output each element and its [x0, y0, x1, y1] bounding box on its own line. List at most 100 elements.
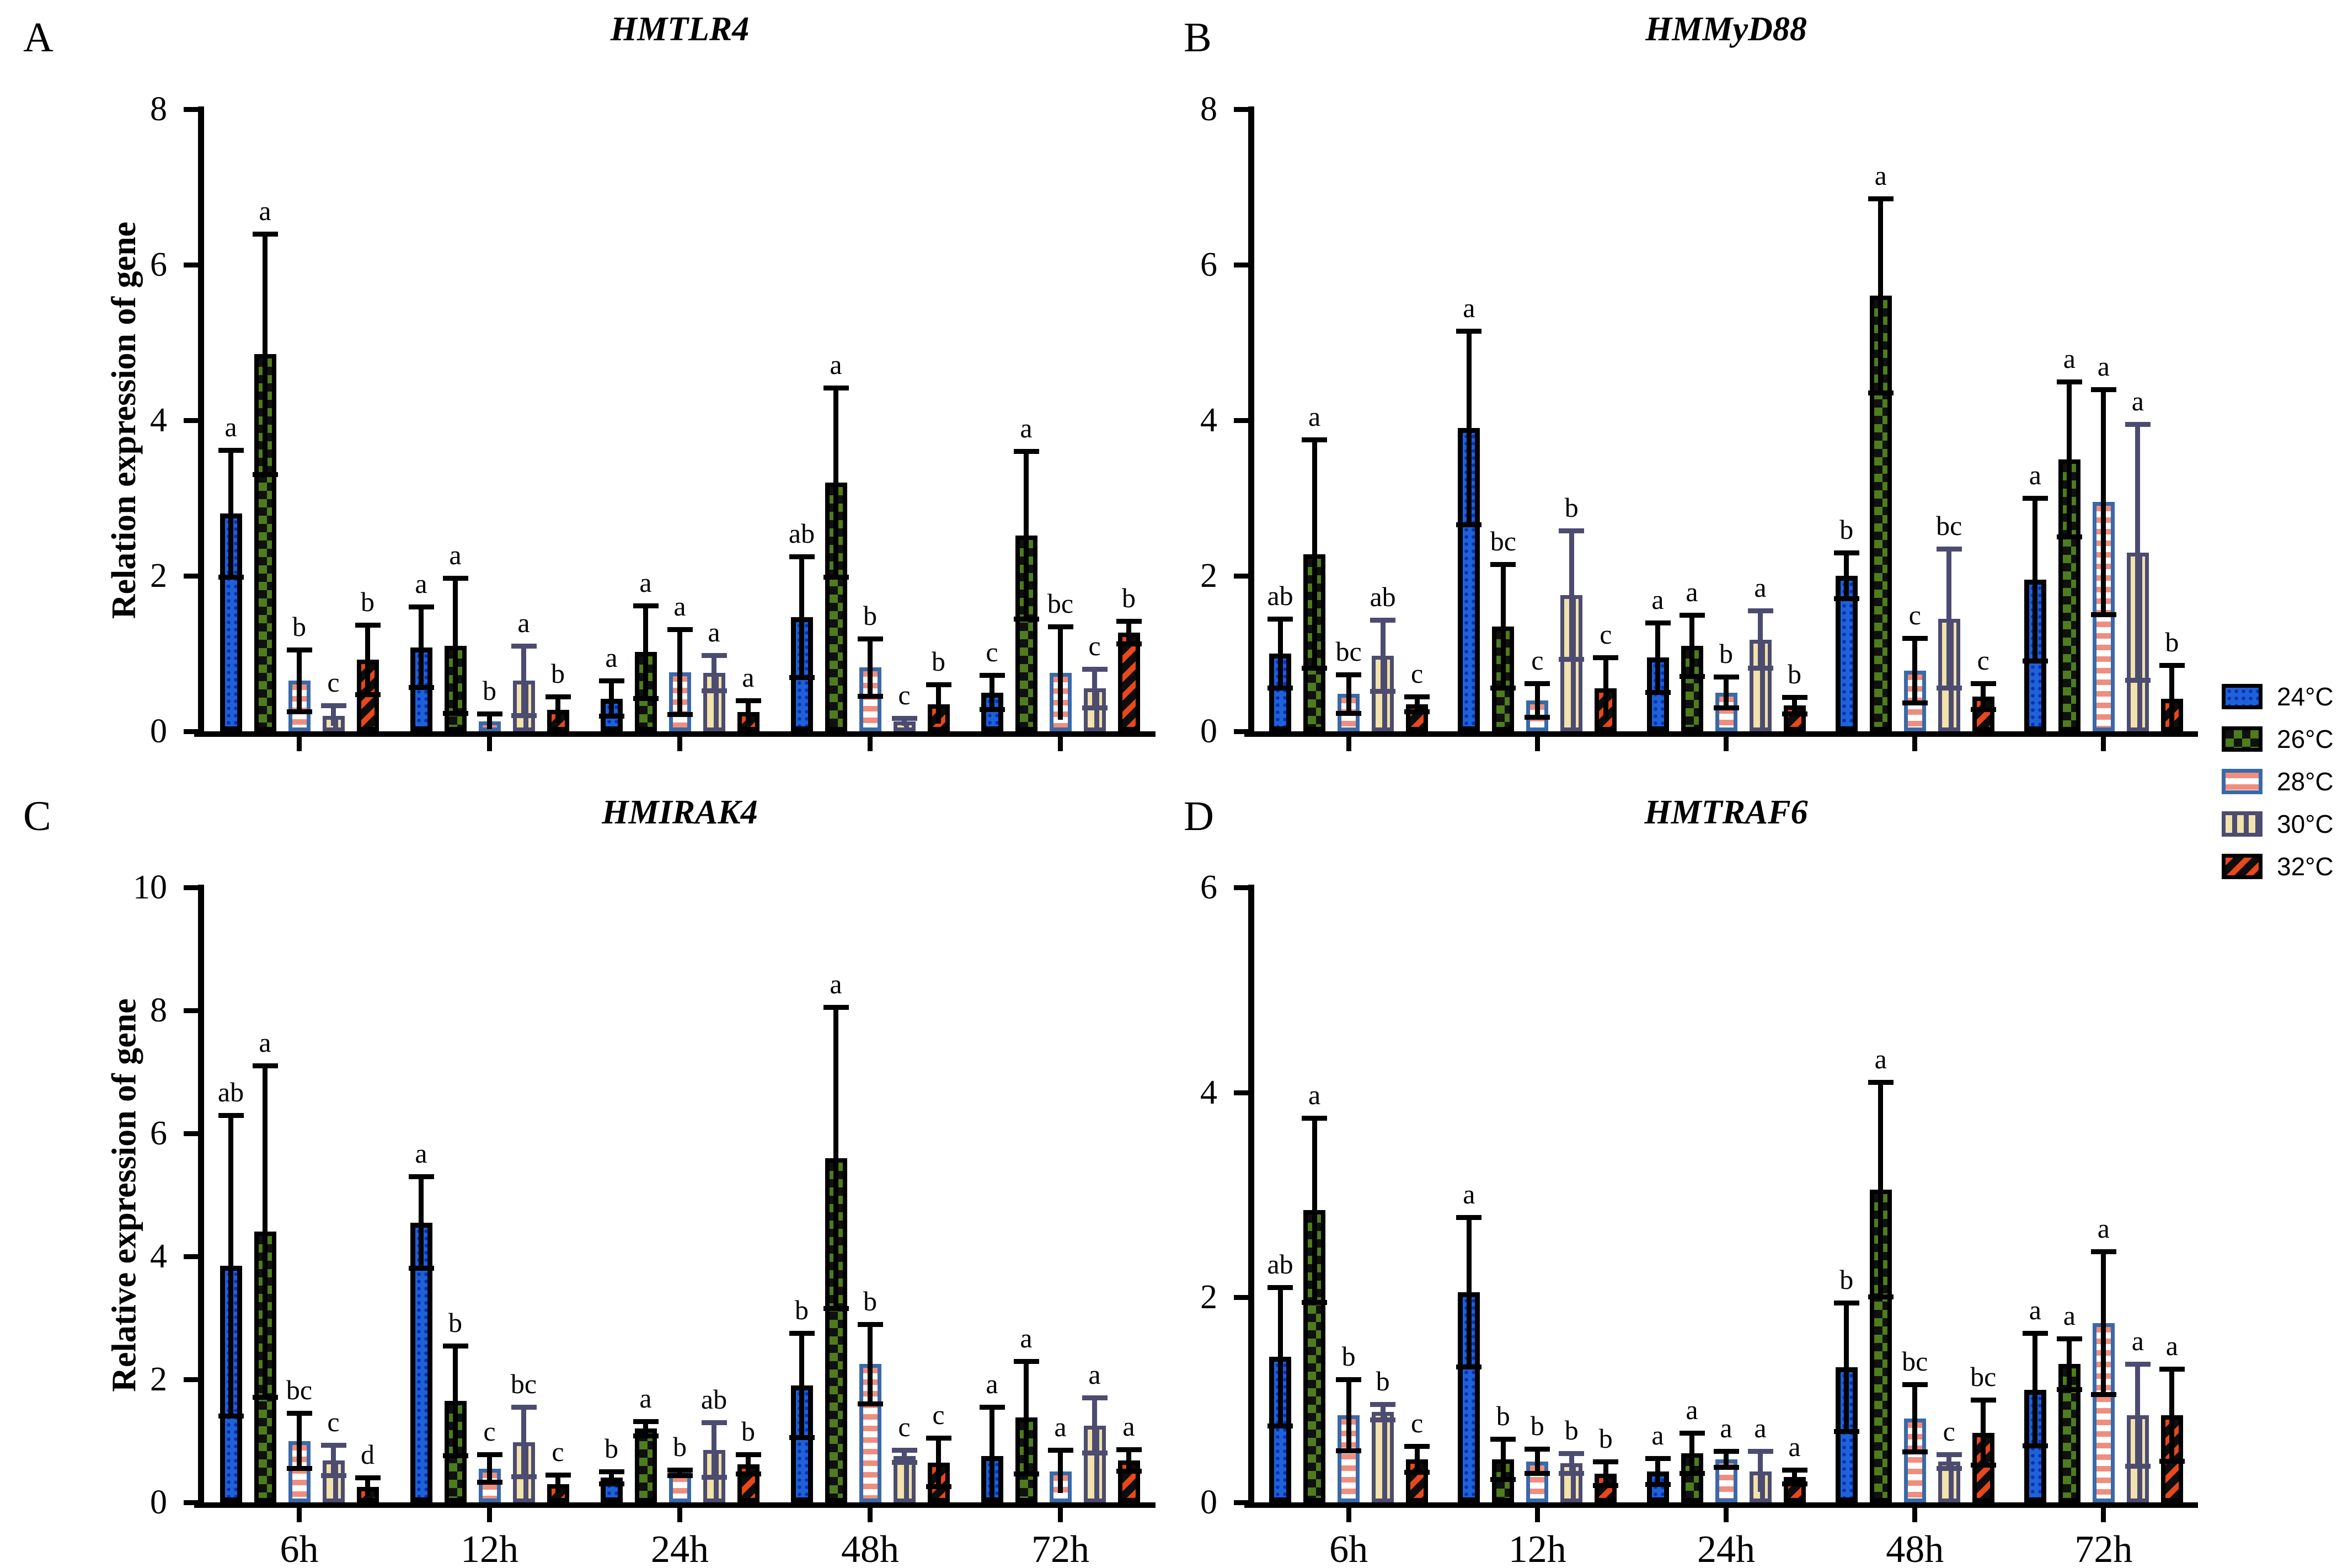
error-bar-cap-top [1868, 1080, 1894, 1085]
panel-letter-c: C [23, 793, 51, 839]
error-bar-cap-top [1936, 1452, 1962, 1457]
error-bar-cap-top [1868, 196, 1894, 202]
error-bar-cap-top [1456, 1215, 1482, 1221]
significance-letter: c [1908, 599, 1921, 630]
x-tick [1346, 737, 1351, 751]
error-bar-cap-top [633, 1419, 659, 1424]
error-bar-cap-top [1936, 546, 1962, 552]
x-tick [868, 737, 873, 751]
error-bar-cap-bottom [1525, 714, 1550, 720]
significance-letter: a [1020, 1322, 1033, 1353]
error-bar [902, 718, 907, 726]
legend-label-t30: 30°C [2277, 810, 2334, 838]
error-bar-cap-top [477, 1452, 502, 1458]
error-bar-cap-top [857, 636, 883, 642]
x-tick-label: 12h [461, 1528, 518, 1568]
y-tick [184, 885, 198, 890]
error-bar-cap-top [2125, 1362, 2151, 1367]
error-bar [1569, 531, 1574, 660]
significance-letter: a [1054, 1411, 1067, 1443]
error-bar [521, 1407, 526, 1478]
error-bar-cap-top [2056, 1336, 2082, 1341]
y-tick-label: 2 [1200, 557, 1217, 595]
error-bar [297, 649, 302, 712]
error-bar-cap-bottom [2090, 1392, 2116, 1397]
significance-letter: b [448, 1307, 462, 1338]
y-tick-label: 0 [1200, 1484, 1217, 1521]
significance-letter: a [742, 661, 755, 693]
error-bar-cap-top [1559, 528, 1585, 534]
error-bar [487, 713, 492, 729]
error-bar [990, 1407, 994, 1502]
x-tick [868, 1508, 873, 1522]
error-bar [1534, 1449, 1540, 1474]
error-bar-cap-top [1645, 1456, 1671, 1462]
bar-t26-12h [444, 645, 467, 731]
error-bar-cap-top [1782, 1467, 1807, 1473]
error-bar-cap-top [598, 1469, 624, 1475]
error-bar-cap-bottom [252, 1395, 278, 1400]
error-bar-cap-bottom [701, 688, 727, 693]
error-bar [1312, 1118, 1317, 1303]
significance-letter: a [1463, 1179, 1475, 1210]
error-bar-cap-bottom [1116, 1469, 1142, 1474]
significance-letter: b [863, 600, 877, 632]
error-bar [990, 675, 994, 710]
error-bar [1758, 611, 1763, 668]
significance-letter: b [1564, 1414, 1579, 1446]
error-bar [2135, 1364, 2141, 1467]
error-bar-cap-bottom [1833, 596, 1859, 602]
x-tick [677, 737, 682, 751]
bar-t26-72h [1015, 535, 1037, 731]
legend-swatch-t28 [2222, 769, 2263, 794]
x-tick-label: 12h [1508, 1528, 1566, 1568]
significance-letter: bc [286, 1374, 313, 1406]
error-bar [833, 1007, 838, 1309]
error-bar-cap-bottom [823, 1305, 849, 1311]
error-bar [1092, 1398, 1097, 1453]
error-bar [1058, 626, 1063, 720]
error-bar-cap-top [1970, 681, 1996, 686]
y-tick [1234, 1295, 1248, 1301]
significance-letter: b [1788, 658, 1801, 689]
panel-letter-d: D [1184, 793, 1214, 839]
x-axis-line [1244, 1502, 2198, 1508]
error-bar [1603, 1461, 1608, 1486]
error-bar-cap-top [667, 1467, 693, 1473]
significance-letter: a [415, 568, 427, 600]
error-bar-cap-top [1490, 561, 1516, 567]
error-bar [1981, 683, 1986, 710]
error-bar-cap-bottom [218, 574, 244, 580]
significance-letter: a [1308, 401, 1321, 432]
error-bar-cap-top [320, 1443, 346, 1448]
error-bar-cap-bottom [1970, 707, 1996, 712]
x-tick [1058, 737, 1063, 751]
significance-letter: a [639, 1382, 652, 1414]
y-axis-line [1248, 885, 1254, 1508]
error-bar-cap-bottom [1336, 710, 1362, 716]
error-bar [2169, 1369, 2175, 1462]
error-bar-cap-bottom [408, 685, 434, 691]
error-bar [331, 1445, 336, 1476]
error-bar [1844, 552, 1849, 600]
error-bar-cap-top [2090, 387, 2116, 392]
legend-swatch-t32 [2222, 854, 2263, 879]
y-tick [184, 1131, 198, 1136]
error-bar-cap-top [1336, 672, 1362, 678]
error-bar-cap-bottom [1782, 711, 1807, 716]
error-bar-cap-bottom [1747, 665, 1773, 671]
significance-letter: bc [510, 1368, 537, 1400]
significance-letter: a [1308, 1079, 1321, 1111]
significance-letter: bc [1047, 587, 1074, 619]
error-bar-cap-bottom [789, 1435, 815, 1440]
error-bar-cap-bottom [857, 1401, 883, 1406]
legend-label-t24: 24°C [2277, 682, 2334, 711]
error-bar-cap-bottom [1679, 1470, 1705, 1476]
significance-letter: a [1463, 292, 1475, 323]
error-bar-cap-bottom [442, 710, 468, 716]
error-bar [2101, 389, 2106, 615]
error-bar [1277, 1287, 1283, 1427]
significance-letter: a [1651, 584, 1664, 615]
x-tick [297, 737, 302, 751]
significance-letter: b [1564, 492, 1579, 523]
